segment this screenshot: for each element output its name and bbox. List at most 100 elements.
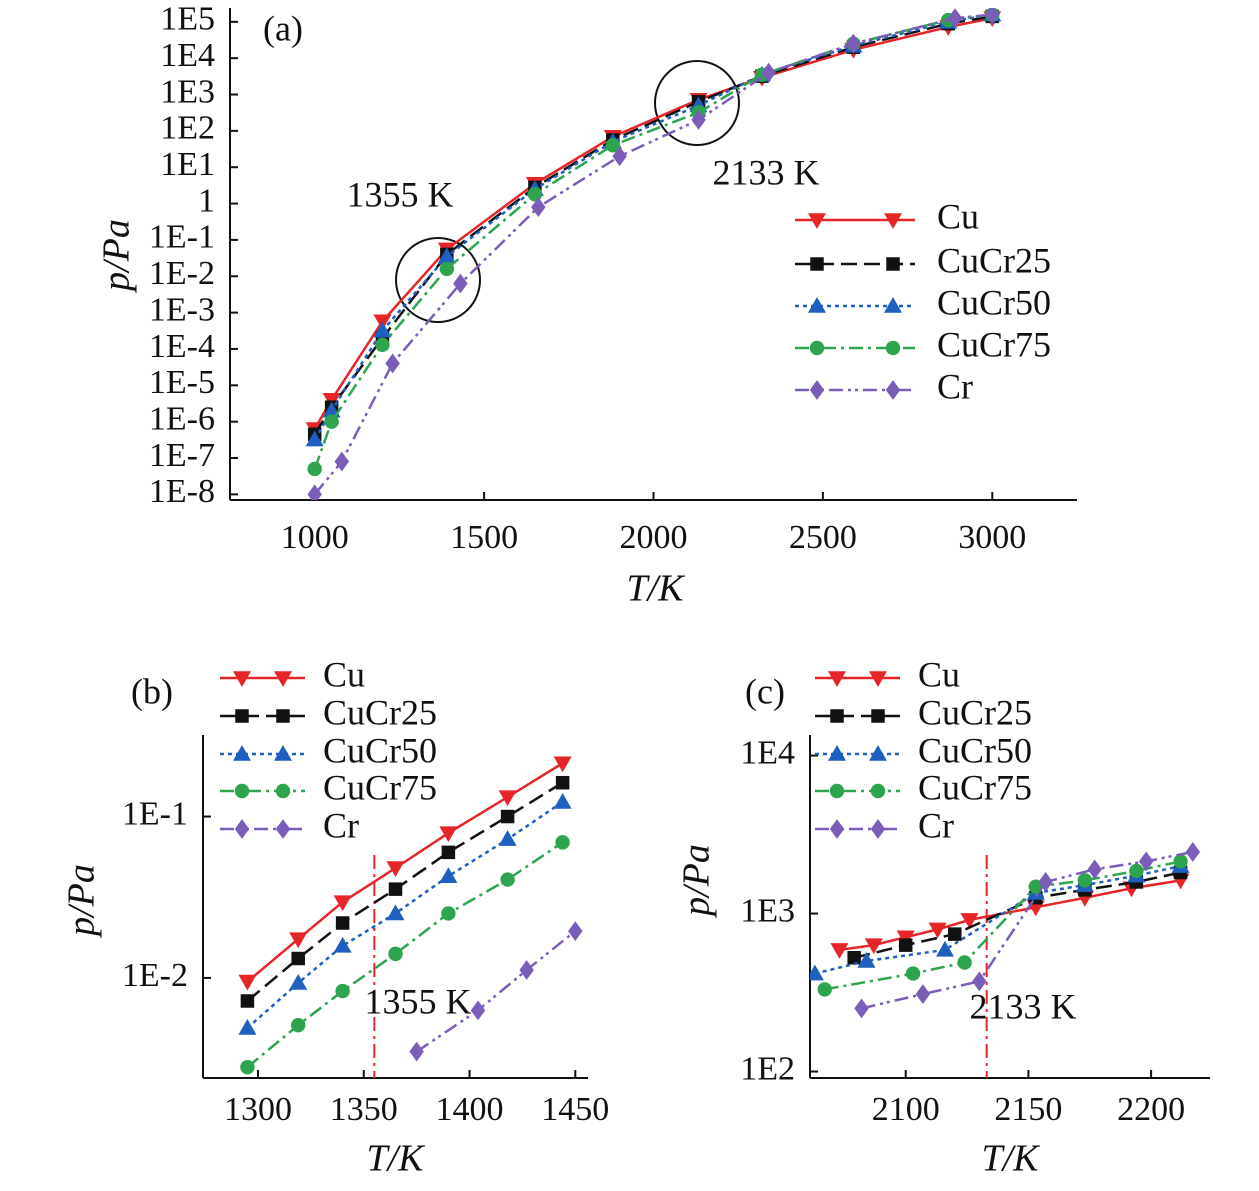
marker [307,461,322,477]
y-tick-label: 1E-2 [122,957,188,994]
marker [531,197,546,217]
x-tick-label: 1350 [330,1091,398,1128]
legend-label: CuCr50 [918,730,1032,770]
marker [305,430,324,447]
marker [289,974,308,990]
series-line [313,13,993,441]
legend-marker [885,380,901,400]
x-tick-label: 1000 [281,519,349,556]
x-tick-label: 1300 [224,1091,292,1128]
legend-marker [234,819,250,839]
marker [388,946,403,962]
annotation: 2133 K [713,152,820,192]
marker [928,922,947,939]
marker [985,8,1000,25]
y-tick-label: 1E-8 [149,473,215,510]
marker [612,146,627,167]
marker [498,790,517,807]
marker [1038,872,1053,892]
marker [453,273,468,294]
series-line [313,15,993,435]
marker [1087,859,1102,880]
marker [238,1018,257,1035]
y-tick-label: 1E4 [160,37,215,74]
marker [854,998,869,1019]
legend-label: CuCr75 [918,767,1032,807]
marker [915,984,931,1005]
marker [519,960,534,980]
series-line [416,930,577,1053]
marker [555,835,570,850]
legend-marker [275,819,291,839]
y-tick-label: 1E-7 [149,437,215,474]
legend-marker [235,709,249,723]
legend-marker [274,671,292,687]
plot-area [810,842,1201,1019]
legend-label: Cr [323,805,359,845]
highlight-circle [395,237,481,323]
y-tick-label: 1E3 [160,73,215,110]
marker [605,138,621,153]
marker [240,1059,255,1075]
marker [439,867,458,883]
marker [864,938,883,955]
marker [810,964,824,981]
marker [385,353,400,374]
x-axis-label: T/K [366,1138,425,1180]
legend-marker [810,257,824,271]
marker [291,951,305,966]
marker [333,936,352,953]
marker [238,974,257,991]
legend-marker [274,745,292,761]
x-tick-label: 2500 [789,519,857,556]
marker [1129,863,1144,879]
marker [1173,854,1188,869]
marker [386,861,405,877]
plot-area [305,8,1002,500]
marker [1138,851,1154,872]
legend-marker [808,297,826,313]
annotation: 2133 K [970,986,1077,1026]
legend-label: Cr [918,805,954,845]
plot-area [238,756,583,1075]
marker [333,895,352,912]
legend-label: Cu [323,654,365,694]
annotation: 1355 K [365,981,472,1021]
y-tick-label: 1E4 [740,734,795,771]
panel-label: (b) [131,671,173,711]
y-tick-label: 1E5 [160,1,215,38]
marker [555,775,570,790]
marker [948,927,962,941]
y-tick-label: 1E-1 [122,795,188,832]
legend-marker [884,213,902,229]
x-tick-label: 2100 [872,1091,940,1128]
legend-marker [828,671,846,687]
marker [846,33,861,54]
highlight-circle [654,60,740,146]
legend-label: CuCr50 [937,282,1051,322]
legend-marker [829,783,845,799]
y-axis-label: p/Pa [676,844,718,919]
marker [500,872,515,887]
series-line [824,860,1181,991]
y-axis-label: p/Pa [96,219,138,294]
legend-marker [884,297,902,313]
marker [960,913,979,929]
legend-marker [871,709,885,723]
marker [335,983,350,999]
marker [375,337,390,353]
legend-label: Cu [918,654,960,694]
marker [691,110,706,130]
y-tick-label: 1E2 [160,110,215,147]
y-tick-label: 1E3 [740,892,795,929]
x-tick-label: 1400 [436,1091,504,1128]
legend-label: CuCr25 [937,240,1051,280]
marker [335,916,350,930]
series-line [313,13,993,470]
legend-marker [869,745,887,761]
marker [470,1000,486,1021]
legend-marker [870,783,886,799]
marker [830,943,849,959]
legend-marker [809,380,825,400]
y-tick-label: 1E1 [160,146,215,183]
